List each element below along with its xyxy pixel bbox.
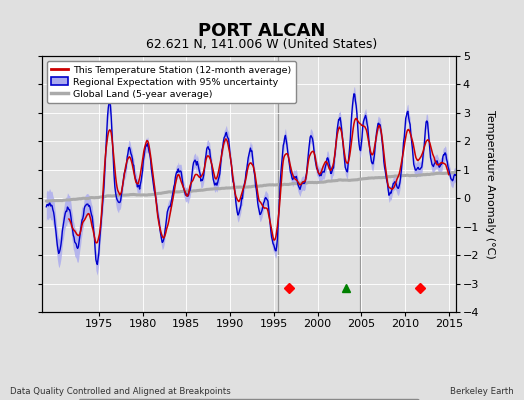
Text: 62.621 N, 141.006 W (United States): 62.621 N, 141.006 W (United States) <box>146 38 378 51</box>
Text: Berkeley Earth: Berkeley Earth <box>450 387 514 396</box>
Y-axis label: Temperature Anomaly (°C): Temperature Anomaly (°C) <box>485 110 495 258</box>
Legend: Station Move, Record Gap, Time of Obs. Change, Empirical Break: Station Move, Record Gap, Time of Obs. C… <box>79 399 419 400</box>
Text: PORT ALCAN: PORT ALCAN <box>198 22 326 40</box>
Text: Data Quality Controlled and Aligned at Breakpoints: Data Quality Controlled and Aligned at B… <box>10 387 231 396</box>
